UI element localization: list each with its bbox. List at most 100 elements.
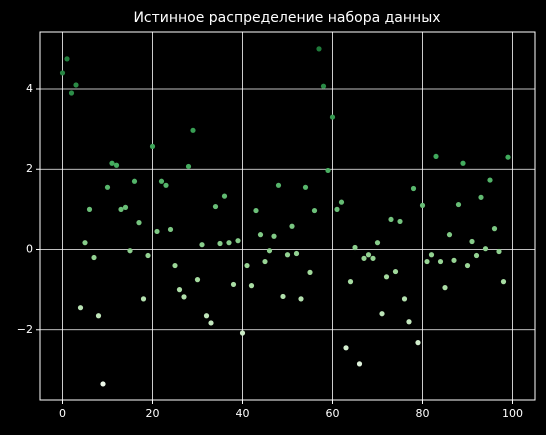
point [167, 226, 174, 233]
point [145, 252, 151, 259]
point [338, 199, 345, 205]
point [208, 320, 214, 326]
point [140, 296, 147, 302]
point [419, 202, 426, 208]
point [230, 281, 237, 288]
point [136, 220, 142, 226]
chart-title: Истинное распределение набора данных [133, 10, 440, 26]
point [239, 330, 246, 336]
point [185, 163, 192, 170]
point [478, 194, 484, 200]
point [203, 313, 210, 319]
point [482, 246, 489, 252]
point [446, 232, 453, 238]
point [244, 262, 250, 269]
point [82, 240, 88, 246]
point [73, 82, 79, 88]
point [262, 258, 268, 265]
point [68, 90, 75, 96]
point [104, 184, 111, 190]
point [59, 70, 66, 76]
point [199, 242, 205, 248]
x-tick-label: 20 [146, 407, 160, 420]
point [149, 143, 156, 149]
point [388, 216, 394, 223]
point [392, 268, 399, 275]
x-tick-label: 80 [416, 407, 430, 420]
point [329, 114, 336, 120]
x-tick-label: 100 [502, 407, 523, 420]
y-tick-label: 4 [26, 82, 33, 95]
y-tick-label: −2 [17, 323, 33, 336]
plot-frame [39, 31, 536, 401]
point [424, 258, 430, 265]
point [347, 279, 354, 285]
point [113, 162, 120, 168]
point [451, 257, 457, 263]
point [91, 254, 97, 261]
point [163, 182, 169, 188]
point [325, 167, 331, 174]
point [212, 203, 219, 210]
point [316, 46, 322, 52]
point [379, 311, 385, 317]
point [275, 182, 282, 188]
point [415, 340, 421, 346]
point [302, 184, 309, 190]
point [397, 218, 403, 225]
point [221, 193, 228, 199]
point [491, 226, 498, 232]
point [109, 160, 115, 166]
x-tick-label: 60 [326, 407, 340, 420]
point [496, 248, 502, 255]
point [410, 185, 417, 192]
point [131, 178, 138, 184]
point [190, 127, 196, 133]
point [235, 238, 241, 244]
point [455, 201, 462, 208]
point [464, 262, 471, 269]
point [311, 207, 318, 214]
point [194, 277, 201, 283]
point [487, 177, 493, 183]
point [181, 294, 187, 300]
point [257, 232, 264, 238]
point [284, 252, 291, 258]
point [320, 83, 327, 89]
point [154, 228, 160, 235]
point [505, 154, 511, 160]
point [122, 204, 129, 210]
point [226, 240, 232, 246]
point [442, 285, 448, 291]
point [86, 206, 93, 212]
point [176, 287, 183, 293]
x-tick-label: 40 [236, 407, 250, 420]
point [280, 293, 286, 300]
point [289, 223, 295, 229]
point [374, 240, 381, 246]
point [473, 252, 480, 259]
point [248, 283, 255, 289]
point [77, 305, 84, 311]
point [401, 296, 408, 302]
point [95, 313, 102, 319]
point [298, 296, 304, 302]
point [64, 56, 70, 62]
point [433, 153, 439, 160]
point [343, 345, 349, 351]
point [437, 258, 444, 265]
point [460, 160, 466, 166]
point [217, 240, 223, 247]
point [365, 252, 372, 258]
point [158, 178, 165, 184]
point [127, 248, 133, 254]
point [406, 319, 412, 325]
y-tick-label: 0 [26, 243, 33, 256]
point [172, 262, 178, 269]
point [370, 255, 376, 261]
point [293, 250, 300, 257]
point [469, 238, 475, 245]
point [266, 248, 273, 254]
